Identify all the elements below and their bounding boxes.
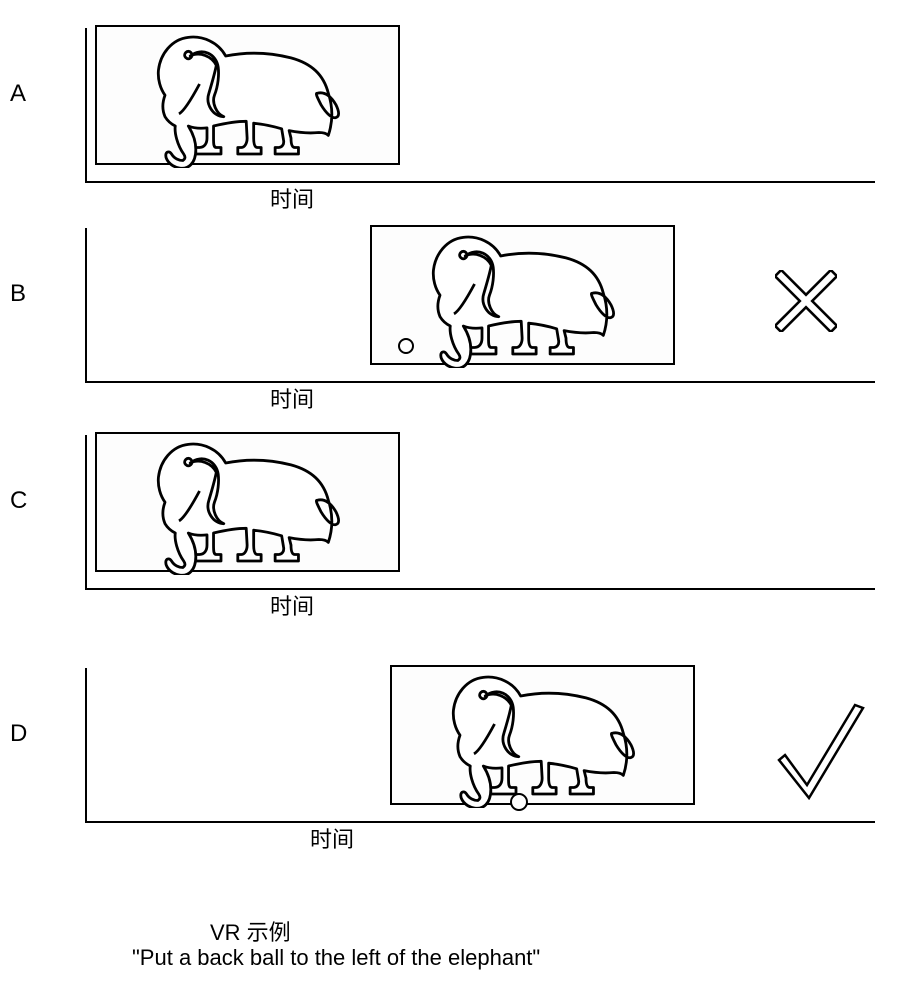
panel-a-label: A	[10, 80, 26, 108]
elephant-icon	[109, 435, 389, 575]
elephant-path-d	[453, 677, 633, 808]
footer-line1: VR 示例	[210, 915, 291, 947]
footer-line2: "Put a back ball to the left of the elep…	[132, 945, 540, 971]
panel-c-time-label: 时间	[270, 589, 314, 621]
panel-d-time-label: 时间	[310, 822, 354, 854]
cross-icon	[775, 270, 837, 332]
panel-b-time-label: 时间	[270, 382, 314, 414]
panel-b-label: B	[10, 280, 26, 308]
panel-c-label: C	[10, 487, 27, 515]
check-icon	[775, 700, 865, 800]
ball-b	[398, 338, 414, 354]
elephant-icon	[384, 228, 664, 368]
elephant-path-a	[158, 37, 338, 168]
elephant-path-c	[158, 444, 338, 575]
elephant-path-b	[433, 237, 613, 368]
panel-d-label: D	[10, 720, 27, 748]
elephant-icon	[404, 668, 684, 808]
panel-a-time-label: 时间	[270, 182, 314, 214]
elephant-icon	[109, 28, 389, 168]
ball-d	[510, 793, 528, 811]
